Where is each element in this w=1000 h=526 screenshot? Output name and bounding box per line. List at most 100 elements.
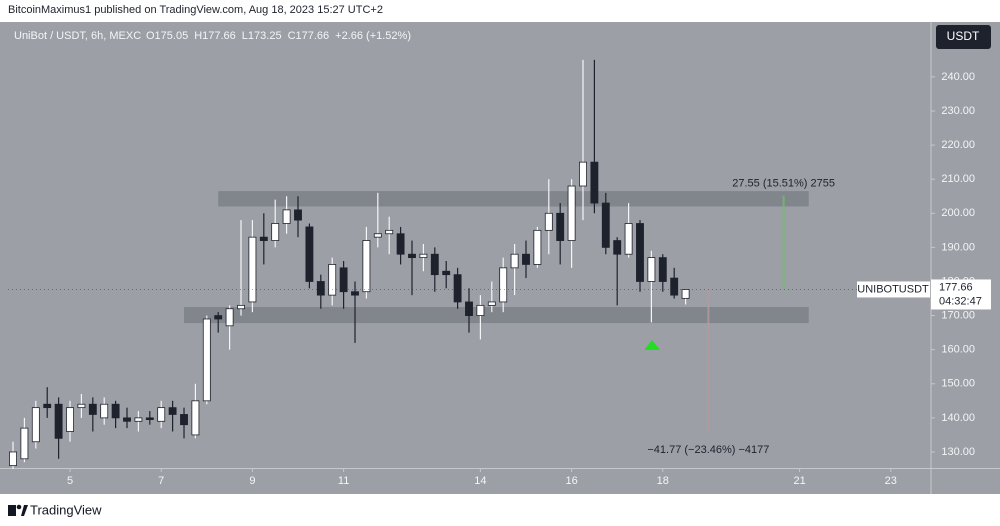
- measure-label: 27.55 (15.51%) 2755: [732, 177, 835, 189]
- signal-arrow: [644, 340, 660, 350]
- candle-body: [419, 253, 428, 259]
- price-zone: [218, 191, 809, 207]
- candle-body: [9, 451, 17, 467]
- candle-body: [442, 270, 451, 276]
- candle-body: [465, 301, 473, 316]
- candle-body: [647, 257, 656, 282]
- brand-name: TradingView: [30, 502, 102, 517]
- candle-body: [123, 417, 131, 422]
- x-tick-label: 16: [565, 475, 577, 487]
- y-tick-label: 150.00: [941, 378, 975, 390]
- y-tick-label: 200.00: [941, 207, 975, 219]
- candle-body: [316, 281, 325, 296]
- candle-body: [31, 407, 40, 443]
- candle-body: [510, 253, 519, 269]
- y-tick-label: 240.00: [941, 71, 975, 83]
- y-tick-label: 210.00: [941, 173, 975, 185]
- ohlc-value: L173.25: [242, 30, 282, 42]
- candle-body: [430, 253, 439, 276]
- x-tick-label: 5: [67, 475, 73, 487]
- candle-body: [670, 277, 679, 296]
- candle-body: [658, 257, 667, 282]
- candle-body: [202, 318, 211, 402]
- candle-body: [476, 304, 485, 316]
- candle-body: [20, 427, 29, 460]
- candle-body: [590, 161, 599, 204]
- candle-body: [567, 185, 576, 241]
- brand-logo: [8, 504, 28, 516]
- price-zone: [184, 307, 809, 324]
- candle-body: [271, 223, 280, 241]
- y-tick-label: 190.00: [941, 241, 975, 253]
- symbol-tag-label: UNIBOTUSDT: [857, 283, 929, 295]
- candle-body: [111, 403, 120, 419]
- price-tag-countdown: 04:32:47: [939, 295, 982, 307]
- candle-body: [351, 291, 359, 296]
- y-tick-label: 230.00: [941, 105, 975, 117]
- candle-body: [339, 267, 348, 293]
- candle-body: [624, 223, 633, 255]
- x-tick-label: 7: [158, 475, 164, 487]
- chart-background: [0, 22, 1000, 494]
- candle-body: [259, 236, 268, 241]
- currency-label[interactable]: USDT: [947, 29, 980, 43]
- ohlc-value: H177.66: [194, 30, 236, 42]
- candle-body: [88, 403, 97, 415]
- candle-body: [533, 229, 542, 265]
- logo-part: [16, 504, 22, 510]
- candle-body: [145, 417, 154, 420]
- ohlc-legend: O175.05 H177.66 L173.25 C177.66 +2.66 (+1.52…: [146, 30, 411, 42]
- x-tick-label: 11: [338, 475, 349, 487]
- candle-body: [499, 267, 508, 303]
- candle-body: [77, 403, 86, 409]
- y-tick-label: 130.00: [941, 446, 975, 458]
- candle-body: [362, 240, 371, 293]
- y-tick-label: 220.00: [941, 139, 975, 151]
- logo-part: [21, 505, 28, 516]
- candle-body: [180, 414, 188, 426]
- candle-body: [522, 253, 530, 265]
- candle-body: [134, 417, 143, 422]
- symbol-tag: [857, 281, 930, 298]
- candle-body: [636, 223, 644, 282]
- candle-body: [248, 236, 257, 303]
- symbol-title: UniBot / USDT, 6h, MEXC: [14, 30, 141, 42]
- candle-body: [282, 209, 291, 224]
- candle-body: [43, 403, 52, 409]
- x-tick-label: 9: [249, 475, 255, 487]
- logo-part: [8, 505, 16, 516]
- candle-body: [385, 229, 394, 235]
- candle-body: [681, 289, 690, 299]
- y-tick-label: 140.00: [941, 412, 975, 424]
- candle-body: [408, 253, 416, 259]
- candle-body: [613, 240, 622, 255]
- price-tag-value: 177.66: [939, 281, 973, 293]
- ohlc-value: +2.66 (+1.52%): [335, 30, 411, 42]
- candle-body: [453, 274, 462, 303]
- measure-label: −41.77 (−23.46%) −4177: [647, 444, 769, 456]
- x-tick-label: 14: [474, 475, 486, 487]
- candle-body: [66, 407, 74, 432]
- candle-body: [487, 301, 496, 306]
- x-tick-label: 21: [793, 475, 805, 487]
- candle-body: [54, 403, 63, 439]
- candle-body: [556, 212, 565, 241]
- ohlc-value: C177.66: [288, 30, 330, 42]
- candle-body: [601, 202, 610, 248]
- candle-body: [579, 161, 587, 187]
- candle-body: [100, 403, 109, 419]
- x-tick-label: 23: [885, 475, 897, 487]
- candle-body: [214, 315, 223, 320]
- candle-body: [396, 233, 405, 255]
- candle-body: [237, 304, 245, 310]
- candle-body: [305, 226, 314, 282]
- x-tick-label: 18: [657, 475, 669, 487]
- candle-body: [225, 308, 234, 327]
- publisher-note: BitcoinMaximus1 published on TradingView…: [8, 4, 383, 16]
- y-tick-label: 160.00: [941, 344, 975, 356]
- currency-button[interactable]: [936, 25, 991, 49]
- candle-body: [294, 209, 302, 221]
- candle-body: [191, 400, 200, 436]
- candle-body: [157, 407, 166, 422]
